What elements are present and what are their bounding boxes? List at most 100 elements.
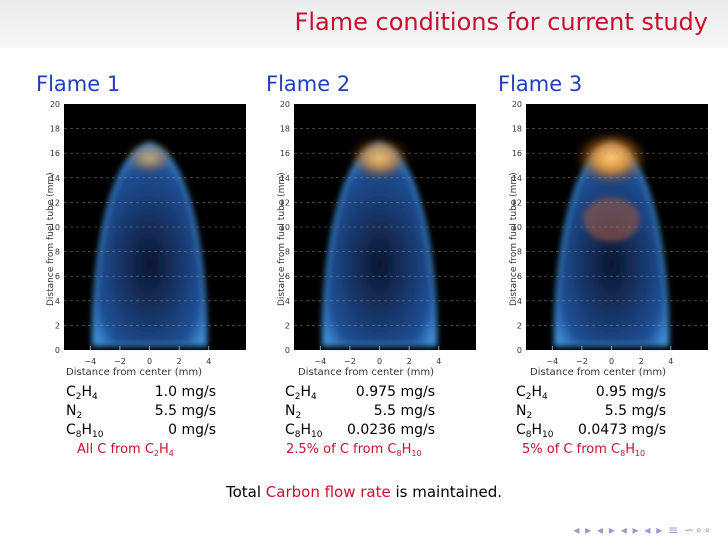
species-subscript: 4 — [311, 392, 317, 402]
note-sub: 8 — [396, 449, 402, 458]
species-symbol: C — [285, 422, 295, 438]
species-symbol: H — [300, 384, 312, 400]
species-subscript: 2 — [75, 392, 82, 402]
species-subscript: 8 — [294, 430, 301, 440]
ytick-label: 10 — [512, 223, 522, 232]
flow-rate: 0.0236 mg/s — [347, 422, 435, 438]
flow-rate: 0.975 mg/s — [355, 384, 435, 400]
flame-2-plot: 0 2 4 6 8 10 12 14 16 18 20 −4 −2 0 2 4 — [276, 100, 476, 366]
species-subscript: 2 — [526, 411, 533, 421]
xtick-label: 0 — [376, 357, 383, 366]
xtick-label: −4 — [546, 357, 559, 366]
ytick-label: 4 — [55, 297, 60, 306]
condition-row: C2H4 1.0 mg/s — [66, 383, 216, 402]
species-symbol: H — [81, 422, 93, 438]
species-name: N2 — [516, 402, 532, 421]
xtick-label: −4 — [84, 357, 97, 366]
ytick-label: 12 — [512, 198, 522, 207]
ytick-label: 16 — [50, 149, 60, 158]
xtick-label: −4 — [314, 357, 327, 366]
flame-3-plot: 0 2 4 6 8 10 12 14 16 18 20 −4 −2 0 2 4 — [508, 100, 708, 366]
note-text: H — [401, 442, 412, 457]
ytick-label: 20 — [50, 100, 60, 109]
flame-image-svg: 0 2 4 6 8 10 12 14 16 18 20 — [50, 100, 246, 355]
flame-2-conditions: C2 H4 0.975 mg/s N2 5.5 mg/s C8H10 0.0236 mg/s — [285, 383, 435, 440]
condition-row: C2H4 0.95 mg/s — [516, 383, 666, 402]
ytick-label: 6 — [55, 272, 60, 281]
species-symbol: C — [516, 384, 526, 400]
species-name: N2 — [66, 402, 82, 421]
ytick-label: 8 — [285, 248, 290, 257]
slide-title: Flame conditions for current study — [294, 8, 708, 36]
flow-rate: 5.5 mg/s — [373, 403, 435, 419]
header-bar — [0, 0, 728, 48]
species-name: N2 — [285, 402, 301, 421]
footer-highlight: Carbon flow rate — [265, 483, 391, 501]
xtick-label: 2 — [638, 357, 644, 366]
ytick-label: 16 — [280, 149, 290, 158]
ytick-label: 8 — [517, 248, 522, 257]
xtick-label: −2 — [114, 357, 126, 366]
species-subscript: 8 — [525, 430, 532, 440]
species-symbol: N — [285, 403, 296, 419]
species-symbol: H — [531, 384, 543, 400]
footer-pre: Total — [225, 483, 266, 501]
condition-row: N2 5.5 mg/s — [516, 402, 666, 421]
note-text: 2.5% of C from C — [286, 442, 397, 457]
condition-row: C8H10 0.0236 mg/s — [285, 421, 435, 440]
xtick-label: −2 — [344, 357, 356, 366]
condition-row: C2H4 0.975 mg/s — [285, 383, 435, 402]
ytick-label: 20 — [512, 100, 522, 109]
species-name: C2H4 — [516, 383, 548, 402]
species-subscript: 2 — [295, 411, 302, 421]
ytick-label: 0 — [285, 346, 290, 355]
flame-1-conditions: C2H4 1.0 mg/s N2 5.5 mg/s C8H10 0 mg/s — [66, 383, 216, 440]
xtick-label: 0 — [146, 357, 153, 366]
flame-3-xlabel: Distance from center (mm) — [530, 367, 666, 378]
species-symbol: H — [81, 384, 93, 400]
ytick-label: 14 — [50, 174, 60, 183]
footer-statement: Total Carbon flow rate is maintained. — [0, 483, 728, 501]
ytick-label: 12 — [50, 198, 60, 207]
note-text: All C from C — [77, 442, 154, 457]
ytick-label: 18 — [512, 125, 522, 134]
ytick-label: 20 — [280, 100, 290, 109]
flame-1-note: All C from C2H4 — [77, 442, 174, 458]
species-subscript: 10 — [311, 430, 323, 440]
note-text: 5% of C from C — [522, 442, 621, 457]
xtick-label: −2 — [576, 357, 588, 366]
species-symbol: C — [66, 422, 76, 438]
xtick-label: 4 — [206, 357, 212, 366]
condition-row: N2 5.5 mg/s — [66, 402, 216, 421]
species-subscript: 8 — [75, 430, 82, 440]
species-name: C8H10 — [66, 421, 104, 440]
ytick-label: 4 — [285, 297, 290, 306]
condition-row: C8H10 0 mg/s — [66, 421, 216, 440]
ytick-label: 14 — [280, 174, 290, 183]
species-symbol: H — [531, 422, 543, 438]
ytick-label: 10 — [50, 223, 60, 232]
species-subscript: 2 — [76, 411, 83, 421]
note-sub: 10 — [411, 449, 422, 458]
species-subscript: 10 — [92, 430, 104, 440]
ytick-label: 10 — [280, 223, 290, 232]
ytick-label: 4 — [517, 297, 522, 306]
flame-3-conditions: C2H4 0.95 mg/s N2 5.5 mg/s C8H10 0.0473 mg/s — [516, 383, 666, 440]
flow-rate: 5.5 mg/s — [604, 403, 666, 419]
flame-1-xlabel: Distance from center (mm) — [66, 367, 202, 378]
flow-rate: 0.0473 mg/s — [578, 422, 666, 438]
beamer-navigation[interactable]: ◂ ▸ ◂ ▸ ◂ ▸ ◂ ▸ ≡ ∽∘∘ — [573, 523, 712, 537]
ytick-label: 2 — [517, 321, 522, 330]
note-text: H — [625, 442, 635, 457]
flame-2-note: 2.5% of C from C8H10 — [286, 442, 422, 458]
xtick-label: 2 — [406, 357, 412, 366]
ytick-label: 6 — [517, 272, 522, 281]
note-sub: 10 — [634, 449, 646, 458]
footer-post: is maintained. — [390, 483, 503, 501]
condition-row: N2 5.5 mg/s — [285, 402, 435, 421]
ytick-label: 8 — [55, 248, 60, 257]
ytick-label: 6 — [285, 272, 290, 281]
condition-row: C8H10 0.0473 mg/s — [516, 421, 666, 440]
species-subscript: 10 — [542, 430, 554, 440]
species-name: C8H10 — [285, 421, 323, 440]
